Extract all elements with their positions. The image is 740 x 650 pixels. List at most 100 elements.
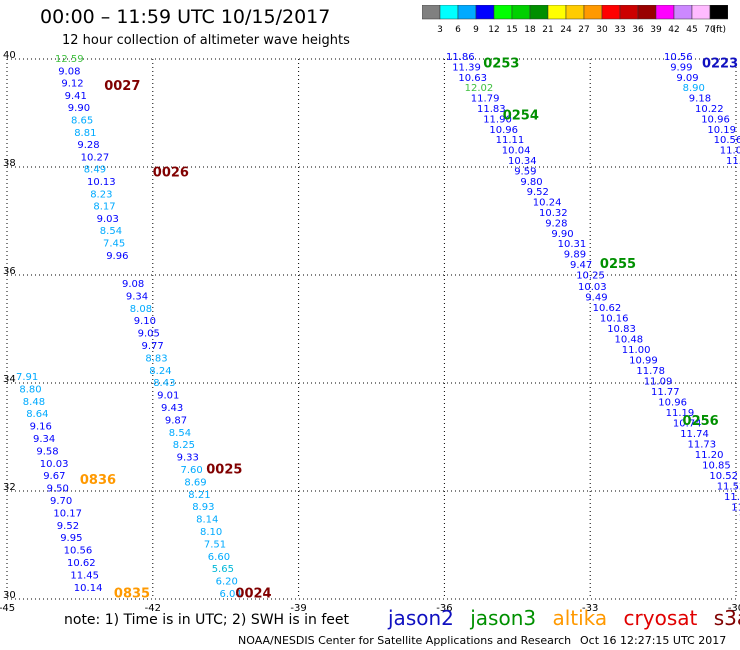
swh-value: 10.14: [74, 583, 103, 594]
swh-value: 9.18: [689, 94, 711, 105]
swh-value: 10.03: [40, 459, 69, 470]
swh-value: 8.14: [196, 515, 218, 526]
swh-value: 11.09: [644, 377, 673, 388]
swh-value: 11.86: [446, 52, 475, 63]
swh-value: 8.10: [200, 527, 222, 538]
swh-value: 11.00: [622, 345, 651, 356]
credit-line: NOAA/NESDIS Center for Satellite Applica…: [238, 634, 572, 647]
lat-tick-label: 38: [3, 158, 16, 169]
swh-value: 10.83: [607, 324, 636, 335]
colorbar-label: 6: [455, 25, 461, 35]
swh-value: 11.12: [739, 513, 740, 524]
mission-legend: jason2 jason3 altika cryosat s3a: [388, 606, 740, 630]
swh-value: 7.91: [16, 372, 38, 383]
swh-value: 9.16: [30, 422, 52, 433]
lon-tick-label: -42: [145, 603, 161, 614]
colorbar-label: 21: [542, 25, 553, 35]
swh-value: 9.03: [97, 214, 119, 225]
lon-tick-label: -36: [436, 603, 452, 614]
wave-height-colorbar: 3 6 9 12 15 18 21 24 27 30 33 36 39 42 45 70(ft): [422, 5, 728, 35]
swh-value: 8.83: [145, 353, 167, 364]
legend-cryosat: cryosat: [623, 606, 698, 630]
swh-value: 9.33: [177, 453, 199, 464]
colorbar-label: 3: [437, 25, 443, 35]
swh-value: 9.47: [570, 260, 592, 271]
swh-value: 11.83: [477, 104, 506, 115]
swh-value: 10.13: [87, 177, 116, 188]
swh-value: 10.04: [502, 146, 531, 157]
swh-value: 11.11: [496, 135, 525, 146]
colorbar-unit: (ft): [712, 25, 726, 35]
swh-value: 8.48: [23, 397, 45, 408]
swh-value: 11.45: [70, 570, 99, 581]
swh-value: 10.31: [558, 239, 587, 250]
swh-value: 9.10: [134, 316, 156, 327]
swh-value: 11.73: [688, 440, 717, 451]
swh-value: 9.50: [47, 484, 69, 495]
swh-value: 9.08: [58, 66, 80, 77]
swh-value: 10.74: [673, 419, 702, 430]
colorbar-label: 42: [668, 25, 679, 35]
lon-tick-label: -30: [728, 603, 740, 614]
legend-jason3: jason3: [470, 606, 537, 630]
pass-label: 0254: [503, 109, 539, 124]
lon-tick-label: -45: [0, 603, 15, 614]
pass-label: 0256: [683, 414, 719, 429]
swh-value: 10.96: [658, 398, 687, 409]
lon-tick-label: -33: [582, 603, 598, 614]
swh-value: 10.34: [508, 156, 537, 167]
colorbar-label: 18: [524, 25, 536, 35]
map-title: 00:00 – 11:59 UTC 10/15/2017: [40, 6, 331, 28]
swh-value: 9.70: [50, 496, 72, 507]
footer-note: note: 1) Time is in UTC; 2) SWH is in fe…: [64, 612, 350, 628]
swh-value: 10.48: [615, 335, 644, 346]
pass-label: 0025: [206, 462, 242, 477]
swh-value: 9.99: [670, 62, 692, 73]
swh-value: 10.24: [533, 198, 562, 209]
colorbar-label: 39: [650, 25, 662, 35]
pass-label: 0835: [114, 587, 150, 602]
swh-value: 9.90: [551, 229, 573, 240]
swh-value: 6.60: [208, 552, 230, 563]
swh-value: 10.03: [578, 282, 607, 293]
swh-value: 8.54: [100, 226, 122, 237]
swh-value: 9.96: [106, 251, 128, 262]
swh-value: 9.12: [61, 79, 83, 90]
swh-value: 8.24: [149, 366, 171, 377]
swh-value: 8.93: [192, 502, 214, 513]
swh-value: 11.76: [731, 503, 740, 514]
pass-label: 0027: [104, 79, 140, 94]
swh-value: 6.04: [220, 589, 242, 600]
swh-value: 8.08: [130, 304, 152, 315]
colorbar-label: 12: [488, 25, 499, 35]
swh-value: 11.71: [724, 492, 740, 503]
swh-value: 6.20: [216, 577, 238, 588]
colorbar-label: 70: [704, 25, 716, 35]
colorbar-label: 27: [578, 25, 589, 35]
colorbar-label: 24: [560, 25, 572, 35]
swh-value: 8.80: [19, 384, 41, 395]
swh-value: 8.54: [169, 428, 191, 439]
lat-tick-label: 32: [3, 482, 16, 493]
swh-value: 12.59: [55, 54, 84, 65]
swh-value: 9.67: [43, 471, 65, 482]
swh-value: 9.59: [514, 166, 536, 177]
swh-value: 10.85: [702, 461, 731, 472]
swh-value: 9.43: [161, 403, 183, 414]
legend-jason2: jason2: [388, 606, 454, 630]
swh-value: 8.90: [683, 83, 705, 94]
swh-value: 9.87: [165, 415, 187, 426]
swh-value: 5.65: [212, 564, 234, 575]
pass-label: 0253: [483, 56, 519, 71]
colorbar-label: 9: [473, 25, 479, 35]
swh-value: 9.80: [520, 177, 542, 188]
lon-tick-label: -39: [290, 603, 306, 614]
swh-value: 9.89: [564, 250, 586, 261]
swh-value: 9.41: [65, 91, 87, 102]
swh-value: 7.45: [103, 239, 125, 250]
swh-value: 10.52: [709, 471, 738, 482]
swh-value: 9.34: [126, 291, 148, 302]
pass-label: 0223: [702, 56, 738, 71]
legend-altika: altika: [552, 606, 608, 630]
swh-value: 10.62: [67, 558, 96, 569]
